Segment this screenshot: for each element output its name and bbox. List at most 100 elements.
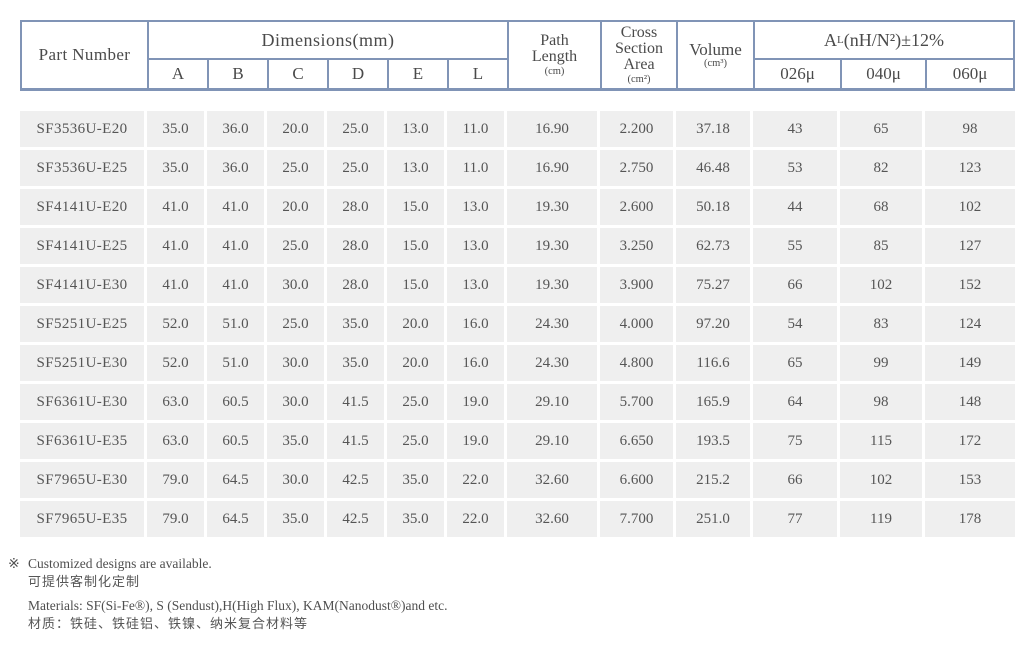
part-number-cell: SF5251U-E25 bbox=[20, 306, 147, 345]
value-cell: 25.0 bbox=[327, 111, 387, 150]
value-cell: 20.0 bbox=[387, 345, 447, 384]
value-cell: 35.0 bbox=[327, 306, 387, 345]
value-cell: 25.0 bbox=[267, 228, 327, 267]
value-cell: 215.2 bbox=[676, 462, 753, 501]
part-number-cell: SF3536U-E20 bbox=[20, 111, 147, 150]
footnote-customized-zh: 可提供客制化定制 bbox=[28, 573, 141, 589]
value-cell: 6.650 bbox=[600, 423, 676, 462]
value-cell: 36.0 bbox=[207, 111, 267, 150]
spec-sheet: Part Number Dimensions(mm) A B C D E L P… bbox=[20, 20, 1015, 540]
value-cell: 4.000 bbox=[600, 306, 676, 345]
column-header-a: A bbox=[149, 60, 209, 88]
value-cell: 43 bbox=[753, 111, 840, 150]
header-path-length: Path Length (cm) bbox=[509, 22, 602, 88]
value-cell: 15.0 bbox=[387, 189, 447, 228]
value-cell: 165.9 bbox=[676, 384, 753, 423]
value-cell: 102 bbox=[840, 462, 925, 501]
al-subscript: L bbox=[837, 34, 844, 46]
value-cell: 5.700 bbox=[600, 384, 676, 423]
column-header-040u: 040μ bbox=[842, 60, 927, 88]
footnote-materials: Materials: SF(Si-Fe®), S (Sendust),H(Hig… bbox=[8, 598, 1008, 633]
value-cell: 32.60 bbox=[507, 462, 600, 501]
value-cell: 22.0 bbox=[447, 462, 507, 501]
value-cell: 51.0 bbox=[207, 345, 267, 384]
value-cell: 77 bbox=[753, 501, 840, 540]
column-header-026u: 026μ bbox=[755, 60, 842, 88]
value-cell: 11.0 bbox=[447, 111, 507, 150]
value-cell: 62.73 bbox=[676, 228, 753, 267]
value-cell: 251.0 bbox=[676, 501, 753, 540]
header-part-number: Part Number bbox=[22, 22, 149, 88]
value-cell: 3.250 bbox=[600, 228, 676, 267]
value-cell: 30.0 bbox=[267, 384, 327, 423]
value-cell: 98 bbox=[925, 111, 1015, 150]
value-cell: 50.18 bbox=[676, 189, 753, 228]
value-cell: 60.5 bbox=[207, 384, 267, 423]
header-al-group: A L (nH/N²)±12% bbox=[755, 22, 1013, 60]
value-cell: 35.0 bbox=[387, 501, 447, 540]
value-cell: 25.0 bbox=[327, 150, 387, 189]
part-number-cell: SF3536U-E25 bbox=[20, 150, 147, 189]
value-cell: 36.0 bbox=[207, 150, 267, 189]
spec-table-header: Part Number Dimensions(mm) A B C D E L P… bbox=[20, 20, 1015, 91]
value-cell: 20.0 bbox=[267, 189, 327, 228]
value-cell: 41.0 bbox=[147, 267, 207, 306]
value-cell: 85 bbox=[840, 228, 925, 267]
value-cell: 46.48 bbox=[676, 150, 753, 189]
value-cell: 99 bbox=[840, 345, 925, 384]
value-cell: 37.18 bbox=[676, 111, 753, 150]
value-cell: 35.0 bbox=[267, 423, 327, 462]
column-header-l: L bbox=[449, 60, 509, 88]
al-prefix: A bbox=[824, 29, 837, 50]
value-cell: 2.750 bbox=[600, 150, 676, 189]
value-cell: 79.0 bbox=[147, 462, 207, 501]
value-cell: 68 bbox=[840, 189, 925, 228]
value-cell: 52.0 bbox=[147, 306, 207, 345]
value-cell: 22.0 bbox=[447, 501, 507, 540]
value-cell: 60.5 bbox=[207, 423, 267, 462]
header-cross-section: Cross Section Area (cm²) bbox=[602, 22, 678, 88]
value-cell: 102 bbox=[840, 267, 925, 306]
value-cell: 116.6 bbox=[676, 345, 753, 384]
value-cell: 13.0 bbox=[447, 189, 507, 228]
spec-table-body: SF3536U-E20 35.0 36.0 20.0 25.0 13.0 11.0 16.90… bbox=[20, 111, 1015, 540]
value-cell: 3.900 bbox=[600, 267, 676, 306]
part-number-cell: SF4141U-E25 bbox=[20, 228, 147, 267]
value-cell: 75 bbox=[753, 423, 840, 462]
volume-unit: (cm³) bbox=[704, 57, 727, 69]
value-cell: 28.0 bbox=[327, 228, 387, 267]
value-cell: 35.0 bbox=[267, 501, 327, 540]
value-cell: 148 bbox=[925, 384, 1015, 423]
value-cell: 52.0 bbox=[147, 345, 207, 384]
value-cell: 75.27 bbox=[676, 267, 753, 306]
value-cell: 149 bbox=[925, 345, 1015, 384]
value-cell: 41.0 bbox=[147, 228, 207, 267]
value-cell: 178 bbox=[925, 501, 1015, 540]
value-cell: 54 bbox=[753, 306, 840, 345]
part-number-cell: SF4141U-E30 bbox=[20, 267, 147, 306]
value-cell: 97.20 bbox=[676, 306, 753, 345]
value-cell: 13.0 bbox=[447, 228, 507, 267]
value-cell: 41.0 bbox=[207, 228, 267, 267]
column-header-e: E bbox=[389, 60, 449, 88]
part-number-cell: SF4141U-E20 bbox=[20, 189, 147, 228]
al-rest: (nH/N²)±12% bbox=[843, 29, 944, 50]
value-cell: 19.0 bbox=[447, 423, 507, 462]
value-cell: 30.0 bbox=[267, 267, 327, 306]
value-cell: 19.30 bbox=[507, 189, 600, 228]
value-cell: 153 bbox=[925, 462, 1015, 501]
header-volume: Volume (cm³) bbox=[678, 22, 755, 88]
value-cell: 24.30 bbox=[507, 306, 600, 345]
footnote-customized: ※ Customized designs are available. 可提供客… bbox=[8, 556, 1008, 591]
value-cell: 193.5 bbox=[676, 423, 753, 462]
footnotes: ※ Customized designs are available. 可提供客… bbox=[8, 556, 1008, 640]
value-cell: 83 bbox=[840, 306, 925, 345]
value-cell: 53 bbox=[753, 150, 840, 189]
value-cell: 63.0 bbox=[147, 423, 207, 462]
footnote-materials-zh: 材质：铁硅、铁硅铝、铁镍、纳米复合材料等 bbox=[28, 615, 309, 631]
value-cell: 55 bbox=[753, 228, 840, 267]
cross-section-label: Cross Section Area bbox=[615, 23, 663, 74]
value-cell: 19.0 bbox=[447, 384, 507, 423]
value-cell: 24.30 bbox=[507, 345, 600, 384]
value-cell: 65 bbox=[840, 111, 925, 150]
